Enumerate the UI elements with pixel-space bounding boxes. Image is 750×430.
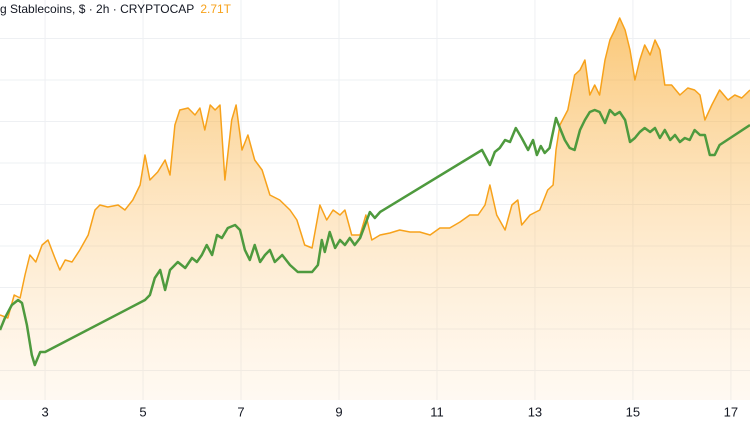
area (0, 18, 750, 400)
x-tick-label: 13 (528, 404, 542, 419)
title-text: g Stablecoins, $ · 2h · CRYPTOCAP (0, 2, 194, 16)
line (0, 108, 750, 367)
x-tick-label: 11 (430, 404, 444, 419)
x-tick-label: 7 (237, 404, 244, 419)
plot-area (0, 17, 750, 400)
x-tick-label: 3 (41, 404, 48, 419)
x-axis: 3 5 7 9 11 13 15 17 (41, 404, 738, 419)
chart-title: g Stablecoins, $ · 2h · CRYPTOCAP 2.71T (0, 2, 232, 16)
x-tick-label: 17 (724, 404, 738, 419)
last-value: 2.71T (200, 2, 231, 16)
x-tick-label: 15 (626, 404, 640, 419)
line (0, 17, 750, 319)
x-tick-label: 5 (139, 404, 146, 419)
x-tick-label: 9 (335, 404, 342, 419)
